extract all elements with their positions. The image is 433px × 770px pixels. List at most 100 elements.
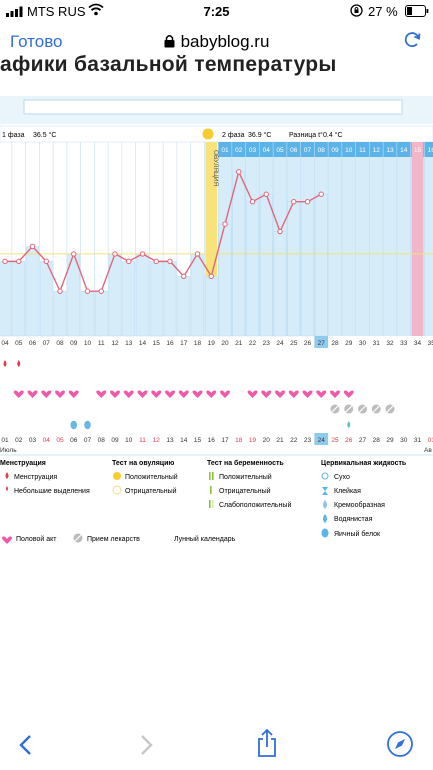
- reload-icon[interactable]: [403, 30, 423, 55]
- signal-icon: [6, 5, 24, 20]
- legend-lunar: Лунный календарь: [174, 535, 236, 543]
- temperature-point[interactable]: [98, 288, 104, 294]
- intercourse-heart-icon: [110, 390, 120, 398]
- temperature-point[interactable]: [57, 288, 63, 294]
- calendar-date-label: 07: [84, 437, 92, 444]
- temperature-bar: [12, 261, 26, 337]
- top-day-label: 09: [331, 147, 339, 154]
- calendar-date-label: 20: [263, 437, 271, 444]
- temperature-point[interactable]: [208, 273, 214, 280]
- intercourse-heart-icon: [137, 390, 148, 398]
- temperature-point[interactable]: [153, 258, 159, 265]
- marker-rows: 04 05 06 07 08 09 10 11 12 13 14 15 16 17 18 19 20 21 22 23…: [0, 336, 433, 456]
- temperature-point[interactable]: [249, 198, 256, 205]
- address-bar[interactable]: babyblog.ru: [0, 32, 433, 53]
- temperature-point[interactable]: [71, 251, 77, 257]
- temperature-bar: [39, 261, 53, 337]
- temperature-point[interactable]: [181, 273, 187, 280]
- phase2-label: 2 фаза: [222, 132, 245, 139]
- temperature-bar: [122, 261, 136, 337]
- intercourse-heart-icon: [27, 390, 38, 398]
- cycle-day-label: 26: [304, 340, 312, 347]
- pregnancy-positive-icon: [209, 472, 211, 480]
- intercourse-heart-icon: [178, 390, 189, 398]
- url-label: babyblog.ru: [180, 32, 270, 51]
- temperature-point[interactable]: [139, 251, 146, 257]
- legend-pregnancy-faint: Слабоположительный: [219, 501, 291, 509]
- cycle-day-label: 32: [386, 340, 394, 347]
- legend: Менструация Менструация Небольшие выделе…: [0, 459, 407, 544]
- temperature-point[interactable]: [318, 191, 324, 197]
- intercourse-heart-icon: [206, 390, 217, 398]
- intercourse-heart-icon: [96, 390, 107, 398]
- temperature-point[interactable]: [112, 251, 118, 257]
- temperature-bar: [204, 276, 218, 337]
- calendar-date-label: 21: [276, 437, 284, 444]
- cycle-day-label: 24: [276, 340, 284, 347]
- calendar-date-label: 15: [194, 437, 202, 444]
- done-button[interactable]: Готово: [10, 32, 63, 51]
- calendar-date-label: 06: [70, 437, 78, 444]
- calendar-date-label: 08: [98, 437, 106, 444]
- phase2-header-band: [218, 142, 433, 157]
- chart-scrollbar[interactable]: [23, 99, 403, 115]
- cycle-day-label: 20: [221, 340, 229, 347]
- calendar-date-label: 29: [386, 437, 394, 444]
- compass-icon[interactable]: [386, 730, 414, 763]
- temperature-point[interactable]: [167, 258, 173, 265]
- mucus-eggwhite-icon: [321, 528, 329, 538]
- next-month-label: Ав: [424, 447, 432, 454]
- temperature-bar: [273, 231, 287, 337]
- temperature-point[interactable]: [277, 228, 283, 235]
- cycle-day-label: 30: [359, 340, 367, 347]
- calendar-date-label: 09: [111, 437, 119, 444]
- lunar-moon-icon: [162, 533, 170, 543]
- back-icon[interactable]: [18, 734, 34, 761]
- intercourse-heart-icon: [13, 390, 24, 398]
- calendar-date-label: 11: [139, 437, 146, 444]
- ovulation-test-icon: [202, 128, 214, 140]
- temperature-bar: [53, 290, 67, 337]
- cycle-day-label: 23: [263, 340, 271, 347]
- intercourse-heart-icon: [343, 390, 354, 398]
- temperature-point[interactable]: [16, 258, 22, 265]
- clock: 7:25: [203, 4, 230, 19]
- battery-label: 27 %: [368, 4, 398, 19]
- intercourse-heart-icon: [192, 390, 203, 398]
- top-day-label: 01: [221, 147, 229, 154]
- forward-icon[interactable]: [138, 734, 154, 761]
- temperature-point[interactable]: [29, 243, 36, 250]
- temperature-point[interactable]: [222, 221, 228, 227]
- ovulation-positive-icon: [113, 472, 121, 480]
- cycle-day-label: 09: [70, 340, 78, 347]
- temperature-point[interactable]: [304, 198, 311, 205]
- cycle-day-label: 14: [139, 340, 147, 347]
- mucus-sticky-icon: [322, 487, 328, 495]
- temperature-point[interactable]: [263, 191, 269, 197]
- status-bar: MTS RUS 7:25 27 %: [0, 0, 433, 24]
- temperature-point[interactable]: [194, 251, 201, 257]
- top-day-label: 11: [359, 147, 366, 154]
- browser-toolbar: [0, 722, 433, 770]
- temperature-point[interactable]: [43, 258, 49, 265]
- share-icon[interactable]: [256, 728, 278, 763]
- orientation-lock-icon: [350, 4, 363, 20]
- legend-mucus-eggwhite: Яичный белок: [334, 530, 381, 538]
- legend-medication: Прием лекарств: [87, 536, 140, 543]
- battery-icon: [405, 5, 429, 20]
- cycle-day-label: 07: [43, 340, 51, 347]
- calendar-date-label: 23: [304, 437, 312, 444]
- month-label: Июль: [0, 447, 17, 454]
- temperature-point[interactable]: [126, 258, 132, 265]
- temperature-point[interactable]: [291, 198, 297, 205]
- cycle-day-label: 27: [318, 340, 326, 347]
- pill-divider: [386, 405, 394, 413]
- carrier-label: MTS RUS: [27, 4, 86, 19]
- temperature-point[interactable]: [84, 288, 91, 294]
- temp-diff-value: 0.4 °C: [323, 131, 343, 139]
- temperature-point[interactable]: [2, 258, 8, 265]
- legend-ovulation-positive: Положительный: [125, 473, 178, 481]
- mucus-watery-icon: [70, 420, 78, 430]
- intercourse-heart-icon: [41, 390, 52, 398]
- temperature-point[interactable]: [236, 169, 242, 175]
